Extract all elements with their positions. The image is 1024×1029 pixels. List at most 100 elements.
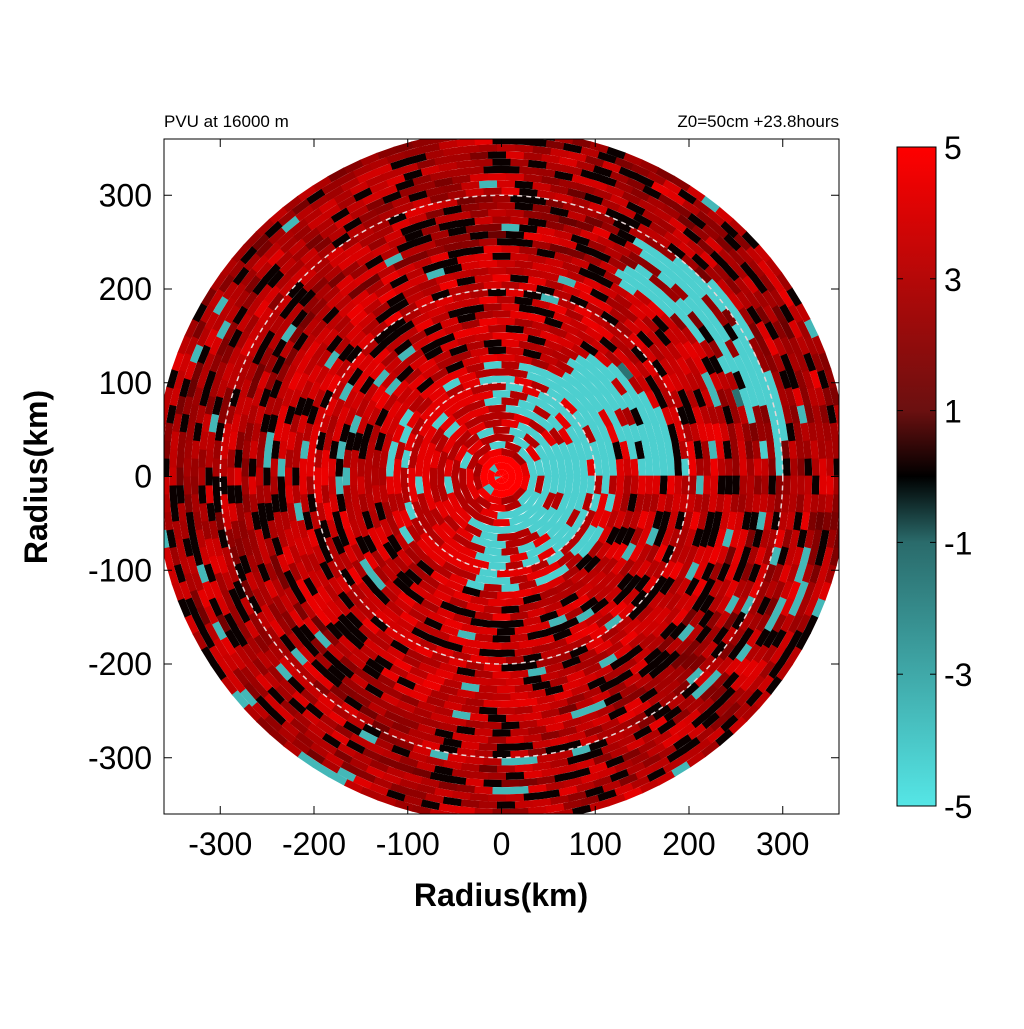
heat-cell xyxy=(465,579,486,591)
heat-cell xyxy=(184,336,199,357)
heat-cell xyxy=(291,690,311,709)
heat-cell xyxy=(824,563,837,584)
heat-cell xyxy=(523,769,544,780)
heat-cell xyxy=(379,246,400,262)
heat-cell xyxy=(155,440,164,459)
heat-cell xyxy=(722,439,733,459)
heat-cell xyxy=(251,422,262,443)
heat-cell xyxy=(793,510,803,531)
heat-cell xyxy=(772,612,788,633)
heat-cell xyxy=(232,580,247,601)
heat-cell xyxy=(691,340,708,360)
heat-cell xyxy=(454,411,474,427)
heat-cell xyxy=(441,499,458,519)
heat-cell xyxy=(803,580,817,601)
heat-cell xyxy=(358,493,369,514)
heat-cell xyxy=(637,405,652,426)
heat-cell xyxy=(372,368,390,389)
heat-cell xyxy=(183,360,197,382)
heat-cell xyxy=(525,393,545,408)
heat-cell xyxy=(746,387,760,408)
heat-cell xyxy=(643,646,663,665)
heat-cell xyxy=(665,636,684,655)
heat-cell xyxy=(438,662,459,674)
heat-cell xyxy=(309,194,329,212)
heat-cell xyxy=(322,431,334,452)
heat-cell xyxy=(331,398,346,418)
heat-cell xyxy=(601,779,623,793)
heat-cell xyxy=(755,320,771,341)
heat-cell xyxy=(477,259,498,269)
heat-cell xyxy=(321,449,330,469)
heat-cell xyxy=(383,626,404,643)
heat-cell xyxy=(527,217,547,228)
heat-cell xyxy=(557,665,578,678)
heat-cell xyxy=(350,374,368,395)
heat-cell xyxy=(350,485,360,505)
heat-cell xyxy=(369,320,389,339)
heat-cell xyxy=(548,265,569,278)
heat-cell xyxy=(241,476,250,496)
heat-cell xyxy=(411,626,431,642)
heat-cell xyxy=(491,216,511,224)
heat-cell xyxy=(744,290,762,310)
heat-cell xyxy=(411,804,432,814)
heat-cell xyxy=(349,626,369,645)
heat-cell xyxy=(554,411,572,430)
heat-cell xyxy=(324,185,345,202)
heat-cell xyxy=(639,778,660,794)
heat-cell xyxy=(587,699,608,714)
heat-cell xyxy=(404,734,425,747)
heat-cell xyxy=(577,394,596,413)
heat-cell xyxy=(625,200,646,216)
heat-cell xyxy=(741,703,760,722)
heat-cell xyxy=(302,356,319,377)
heat-cell xyxy=(246,554,260,575)
heat-cell xyxy=(716,387,730,408)
heat-cell xyxy=(335,575,353,595)
heat-cell xyxy=(661,203,681,220)
heat-cell xyxy=(668,575,685,596)
heat-cell xyxy=(478,742,498,752)
heat-cell xyxy=(379,270,400,286)
heat-cell xyxy=(486,230,507,239)
heat-cell xyxy=(527,418,546,435)
heat-cell xyxy=(602,246,623,261)
heat-cell xyxy=(406,524,423,544)
heat-cell xyxy=(653,676,673,694)
heat-cell xyxy=(645,329,664,348)
heat-cell xyxy=(548,242,569,255)
heat-cell xyxy=(198,387,211,408)
heat-cell xyxy=(302,639,321,658)
heat-cell xyxy=(259,520,272,541)
heat-cell xyxy=(559,396,578,415)
heat-cell xyxy=(580,567,600,586)
heat-cell xyxy=(700,544,715,565)
heat-cell xyxy=(647,220,668,238)
heat-cell xyxy=(680,325,698,345)
heat-cell xyxy=(796,319,811,340)
heat-cell xyxy=(164,440,171,460)
heat-cell xyxy=(253,634,271,655)
heat-cell xyxy=(527,688,548,699)
heat-cell xyxy=(767,273,785,293)
heat-cell xyxy=(699,404,712,425)
heat-cell xyxy=(548,184,569,195)
heat-cell xyxy=(255,485,265,505)
heat-cell xyxy=(267,520,279,540)
heat-cell xyxy=(604,585,623,604)
heat-cell xyxy=(722,670,741,690)
heat-cell xyxy=(706,208,726,227)
heat-cell xyxy=(774,528,786,549)
title-left: PVU at 16000 m xyxy=(164,112,289,131)
heat-cell xyxy=(737,439,747,459)
heat-cell xyxy=(659,621,678,641)
y-axis-label: Radius(km) xyxy=(18,390,54,564)
heat-cell xyxy=(267,686,286,706)
heat-cell xyxy=(657,743,678,760)
heat-cell xyxy=(352,692,373,709)
heat-cell xyxy=(744,528,757,549)
heat-cell xyxy=(508,457,521,470)
heat-cell xyxy=(420,777,441,789)
heat-cell xyxy=(232,266,250,287)
